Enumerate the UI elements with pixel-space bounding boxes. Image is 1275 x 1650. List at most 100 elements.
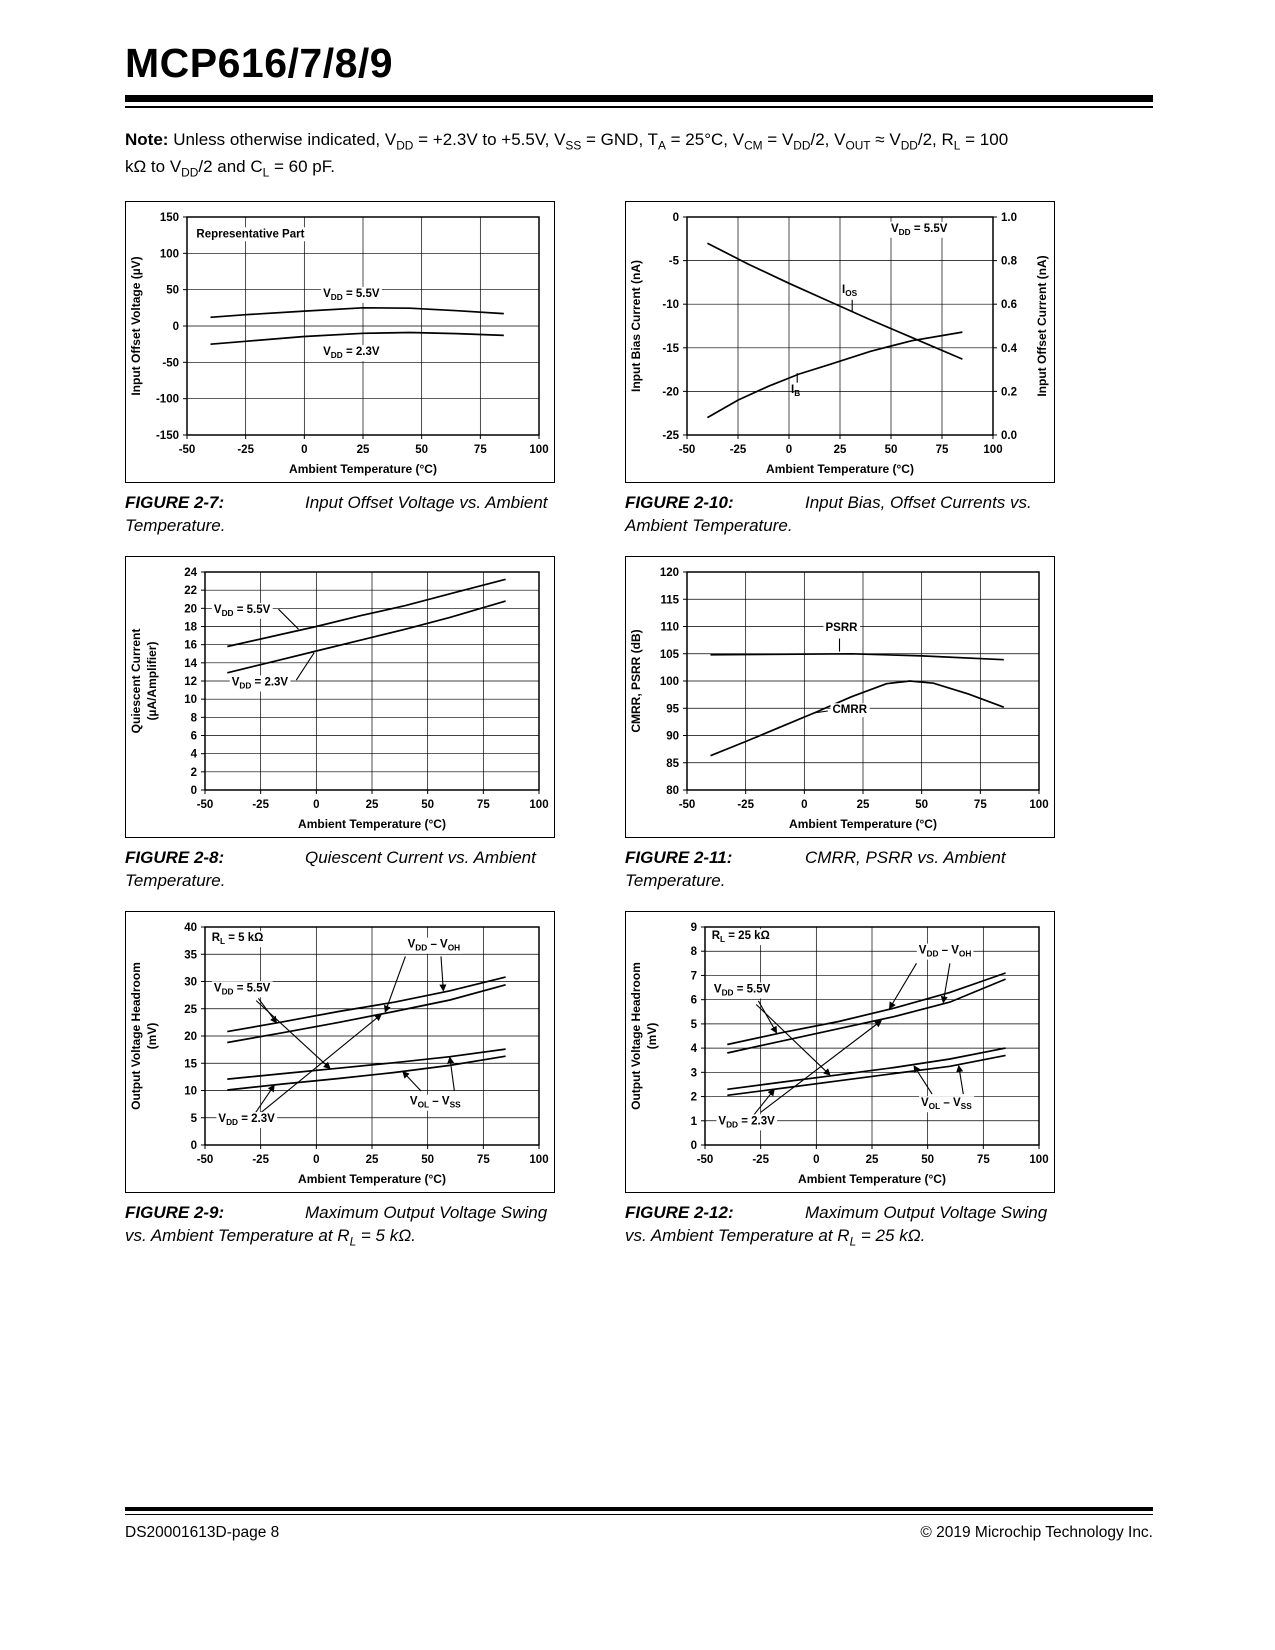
svg-text:0.2: 0.2 [1001, 387, 1017, 399]
chart: -50 -25 0 25 50 75 100 80 85 90 95 100 105 110 115 120 A… [629, 567, 1049, 831]
leader-lines [813, 638, 841, 714]
axis-tick-labels: -50 -25 0 25 50 75 1000-5-10-15-20-251.00.80.6… [662, 212, 1017, 456]
conditions-note: Note: Unless otherwise indicated, VDD = … [125, 128, 1010, 181]
label-background [405, 937, 463, 954]
axis-titles: Ambient Temperature (°C) Input Bias Curre… [629, 256, 1049, 477]
svg-text:25: 25 [184, 1004, 197, 1016]
svg-text:30: 30 [184, 977, 197, 989]
footer-doc-number: DS20001613D-page 8 [125, 1524, 280, 1541]
svg-text:18: 18 [184, 622, 197, 634]
svg-text:35: 35 [184, 949, 197, 961]
label-background [229, 675, 291, 692]
y-axis-title: Input Bias Current (nA) [629, 260, 643, 392]
figure-caption-text: Maximum Output Voltage Swing vs. Ambient… [125, 1203, 548, 1249]
series-vol-vss-vdd-2-3v [727, 1054, 1006, 1097]
label-background [321, 287, 382, 304]
figure-caption-label: FIGURE 2-7: [125, 493, 225, 513]
svg-text:-50: -50 [679, 799, 696, 811]
svg-text:95: 95 [666, 703, 679, 715]
svg-text:0.6: 0.6 [1001, 299, 1017, 311]
svg-text:85: 85 [666, 758, 679, 770]
svg-text:100: 100 [529, 799, 548, 811]
figure-caption-label: FIGURE 2-9: [125, 1203, 225, 1223]
curve-label: IOS [842, 284, 858, 298]
figure-2-8: -50 -25 0 25 50 75 100 0 2 4 6 8 10 12 14 16 18 20 22 24 Amb… [125, 556, 555, 893]
curve-label: IB [791, 384, 800, 398]
curve-label: RL = 5 kΩ [212, 932, 264, 946]
svg-text:-50: -50 [197, 799, 214, 811]
svg-text:0: 0 [673, 212, 679, 224]
x-axis-title: Ambient Temperature (°C) [798, 1172, 946, 1186]
figure-caption-text: CMRR, PSRR vs. Ambient Temperature. [625, 848, 1006, 891]
svg-text:8: 8 [191, 712, 198, 724]
series-cmrr [710, 680, 1005, 757]
x-axis-title: Ambient Temperature (°C) [789, 817, 937, 831]
plot-border [686, 216, 994, 437]
annotations: Representative Part VDD = 5.5V VDD = 2.3V [194, 227, 382, 362]
series-vdd-voh-vdd-5-5v [727, 972, 1006, 1046]
svg-text:75: 75 [477, 799, 490, 811]
label-background [823, 621, 861, 636]
svg-text:0.8: 0.8 [1001, 256, 1018, 268]
label-background [711, 982, 773, 999]
svg-text:1.0: 1.0 [1001, 212, 1017, 224]
figure-caption: FIGURE 2-9: Maximum Output Voltage Swing … [125, 1202, 555, 1249]
svg-text:-25: -25 [730, 444, 747, 456]
tick-marks [183, 216, 540, 440]
svg-text:0.0: 0.0 [1001, 430, 1017, 442]
annotations: VDD = 5.5V VDD = 2.3V [211, 603, 291, 692]
plot-border [704, 926, 1040, 1146]
svg-text:-25: -25 [237, 444, 254, 456]
footer-row: DS20001613D-page 8 © 2019 Microchip Tech… [125, 1524, 1153, 1542]
chart: -50 -25 0 25 50 75 100 0 1 2 3 4 5 6 7 8 9 Ambient Temper… [629, 922, 1049, 1186]
svg-text:0: 0 [313, 799, 319, 811]
chart-box: -50 -25 0 25 50 75 100 80 85 90 95 100 105 110 115 120 A… [625, 556, 1055, 839]
leader-lines [753, 963, 964, 1116]
svg-text:0: 0 [786, 444, 792, 456]
chart-box: -50 -25 0 25 50 75 100 0 -5 -10 -15 -20 -25 1.0 0.8 0.6… [625, 201, 1055, 484]
label-background [889, 222, 950, 239]
svg-text:20: 20 [184, 603, 197, 615]
svg-text:5: 5 [191, 1113, 198, 1125]
plot-border [186, 216, 540, 437]
label-background [211, 981, 273, 998]
figure-caption-label: FIGURE 2-12: [625, 1203, 734, 1223]
curve-label: VDD = 5.5V [214, 604, 271, 618]
svg-text:10: 10 [184, 694, 197, 706]
curve-label: PSRR [826, 622, 859, 634]
svg-text:-150: -150 [156, 430, 179, 442]
page-header: MCP616/7/8/9 [125, 40, 1153, 108]
footer-rule [125, 1507, 1153, 1515]
chart: -50 -25 0 25 50 75 1000-5-10-15-20-251.00.80.6… [629, 212, 1049, 477]
svg-text:-50: -50 [197, 1154, 214, 1166]
axis-tick-labels: -50 -25 0 25 50 75 100 0 5 10 15 20 25 30 35 40 [184, 922, 548, 1166]
svg-text:0: 0 [313, 1154, 319, 1166]
series-vdd-5-5v [227, 578, 506, 648]
svg-text:0: 0 [301, 444, 307, 456]
svg-text:80: 80 [666, 785, 679, 797]
axis-tick-labels: -50 -25 0 25 50 75 100 -150 -100 -50 0 50 100 150 [156, 212, 549, 456]
chart: -50 -25 0 25 50 75 100 -150 -100 -50 0 50 100 150 Ambi… [129, 212, 549, 476]
svg-text:150: 150 [160, 212, 179, 224]
chart-box: -50 -25 0 25 50 75 100 0 1 2 3 4 5 6 7 8 9 Ambient Temper… [625, 911, 1055, 1194]
svg-text:5: 5 [691, 1019, 698, 1031]
note-text: Unless otherwise indicated, VDD = +2.3V … [125, 130, 1009, 180]
curve-label: VDD – VOH [408, 939, 461, 953]
figure-caption-label: FIGURE 2-10: [625, 493, 734, 513]
svg-text:100: 100 [1029, 1154, 1048, 1166]
svg-text:0: 0 [173, 321, 179, 333]
x-axis-title: Ambient Temperature (°C) [298, 1172, 446, 1186]
plot-border [204, 571, 540, 791]
axis-tick-labels: -50 -25 0 25 50 75 100 80 85 90 95 100 105 110 115 120 [660, 567, 1049, 811]
annotations: RL = 25 kΩ VDD = 5.5V VDD = 2.3V VDD – VOH V… [709, 929, 975, 1131]
y-axis-title: (mV) [645, 1023, 659, 1050]
figure-caption-label: FIGURE 2-11: [625, 848, 733, 868]
label-background [216, 1112, 278, 1129]
svg-text:0: 0 [191, 785, 197, 797]
curve-label: VDD = 2.3V [232, 677, 289, 691]
svg-text:-50: -50 [162, 358, 179, 370]
series-lines [210, 307, 504, 346]
svg-text:12: 12 [184, 676, 197, 688]
chart-box: -50 -25 0 25 50 75 100 0 2 4 6 8 10 12 14 16 18 20 22 24 Amb… [125, 556, 555, 839]
